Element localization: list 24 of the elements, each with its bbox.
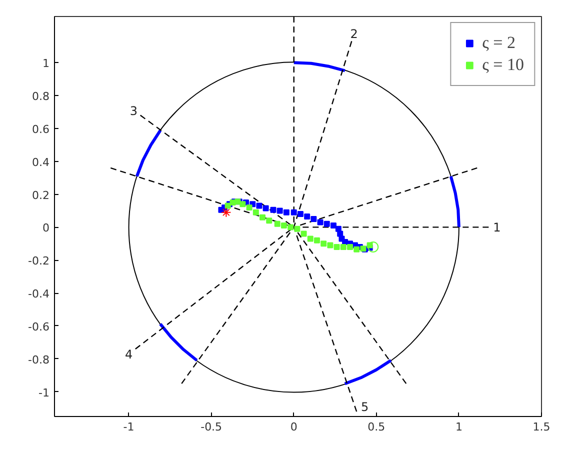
x-tick-label: -0.5 bbox=[200, 420, 222, 434]
x-tick-label: 0.5 bbox=[368, 420, 386, 434]
series-label: 5 bbox=[361, 400, 369, 414]
x-tick-label: 1 bbox=[455, 420, 462, 434]
x-tick-label: 1.5 bbox=[532, 420, 550, 434]
y-tick-label: -0.6 bbox=[28, 320, 50, 334]
y-tick-label: -0.8 bbox=[28, 353, 50, 366]
y-tick-label: -0.4 bbox=[28, 288, 50, 301]
y-tick-label: 0.8 bbox=[32, 90, 50, 104]
y-tick-label: 0 bbox=[42, 222, 50, 235]
y-tick-label: 0.2 bbox=[32, 188, 50, 202]
x-tick-label: -1 bbox=[123, 420, 134, 434]
y-tick-label: -1 bbox=[38, 386, 50, 400]
y-tick-label: 0.4 bbox=[32, 156, 50, 169]
series-label: 1 bbox=[493, 220, 501, 235]
legend-label: ς = 10 bbox=[482, 55, 524, 75]
y-tick-label: 0.6 bbox=[32, 122, 50, 136]
y-tick-label: 1 bbox=[42, 57, 50, 70]
y-tick-label: -0.2 bbox=[28, 254, 50, 268]
x-tick-label: 0 bbox=[290, 420, 298, 434]
legend-label: ς = 2 bbox=[482, 33, 516, 53]
series-label: 2 bbox=[350, 26, 358, 41]
series-label: 3 bbox=[130, 104, 138, 118]
series-label: 4 bbox=[125, 348, 133, 362]
